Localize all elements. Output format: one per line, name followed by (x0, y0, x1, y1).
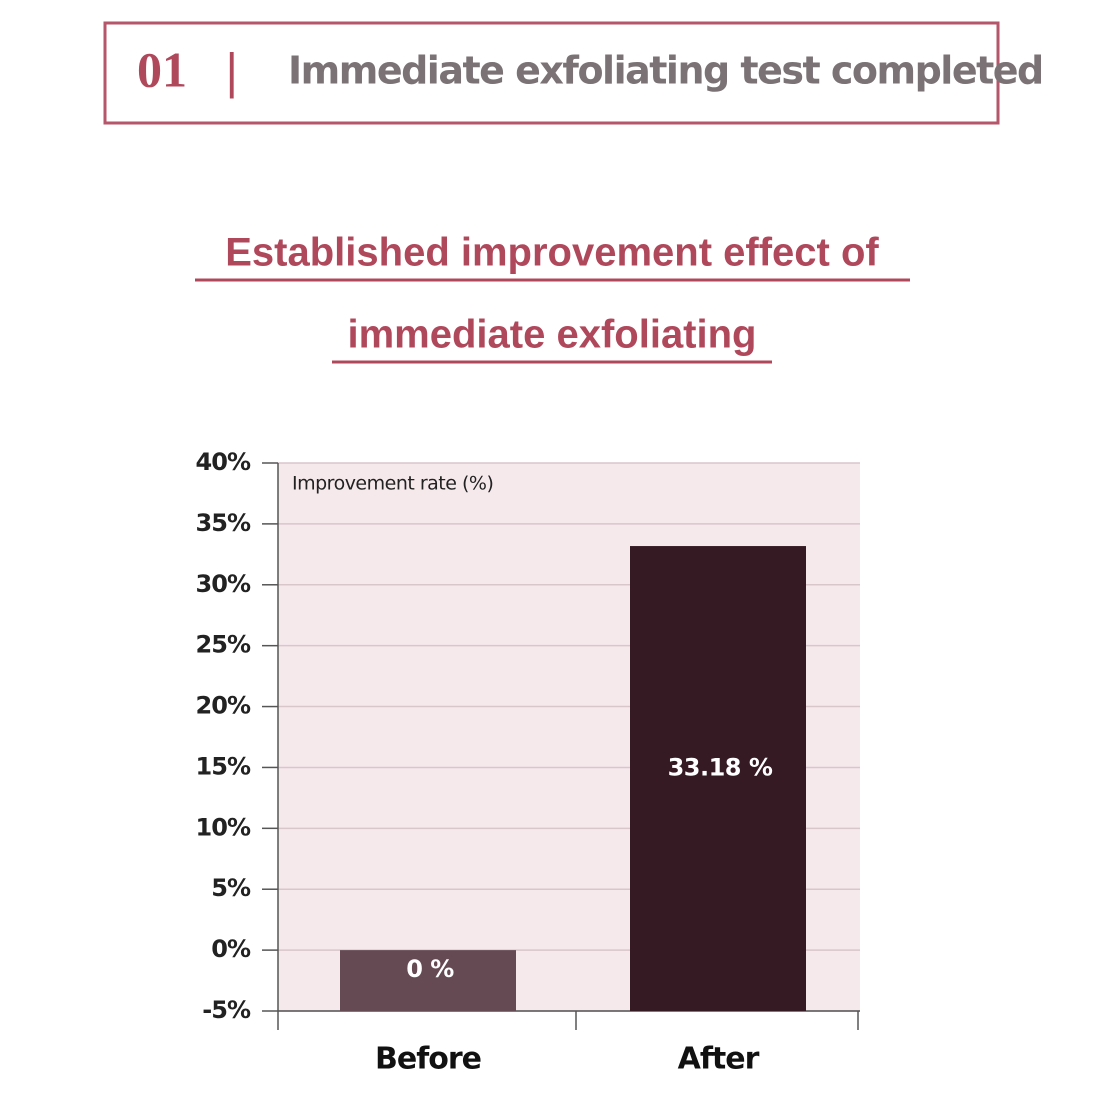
x-tick-label: Before (375, 1042, 481, 1077)
header-number: 01 (137, 41, 187, 97)
value-label: 33.18 % (668, 754, 773, 782)
y-tick-label: 20% (196, 692, 251, 720)
bar (630, 546, 806, 1011)
x-tick-label: After (678, 1042, 760, 1077)
y-tick-label: 5% (211, 874, 251, 902)
y-tick-label: -5% (202, 996, 251, 1024)
y-tick-label: 40% (196, 448, 251, 476)
y-tick-label: 25% (196, 631, 251, 659)
header-box (103, 21, 1000, 125)
header-title: Immediate exfoliating test completed (288, 49, 1043, 93)
chart-title: immediate exfoliating (348, 313, 757, 357)
y-tick-label: 30% (196, 570, 251, 598)
bar (340, 950, 516, 1011)
y-tick-label: 0% (211, 935, 251, 963)
chart-title: Established improvement effect of (225, 231, 879, 275)
y-tick-label: 35% (196, 509, 251, 537)
y-tick-label: 15% (196, 752, 251, 780)
y-axis-title: Improvement rate (%) (292, 473, 493, 495)
value-label: 0 % (406, 955, 454, 983)
header-separator: | (224, 45, 240, 100)
y-tick-label: 10% (196, 813, 251, 841)
